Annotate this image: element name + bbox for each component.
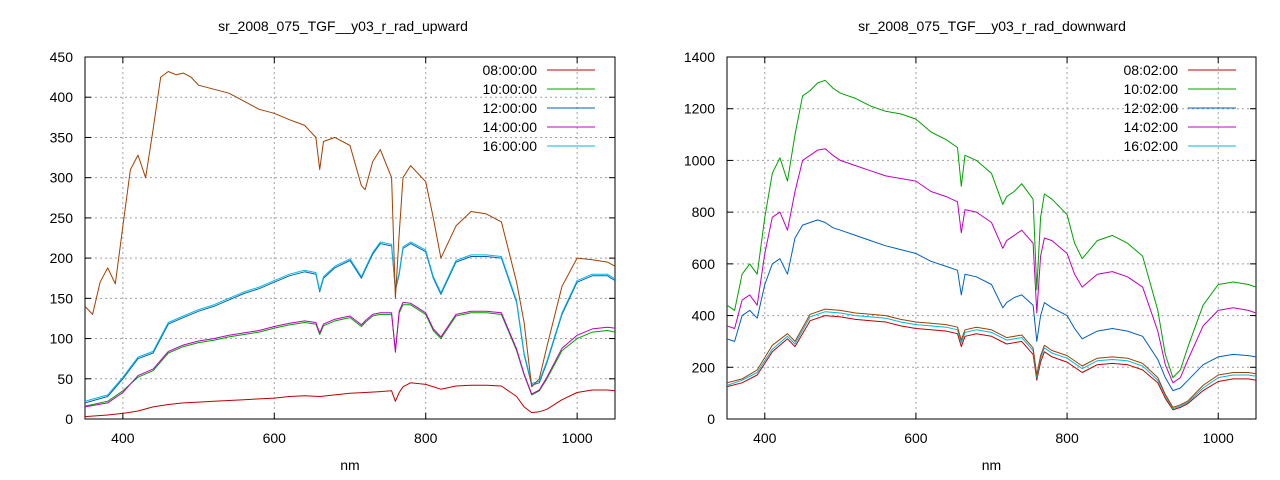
y-tick-label: 400: [692, 308, 716, 324]
legend-label: 12:00:00: [483, 100, 538, 116]
x-tick-label: 600: [904, 430, 928, 446]
y-tick-label: 250: [50, 210, 74, 226]
legend-label: 10:02:00: [1124, 81, 1179, 97]
y-tick-label: 0: [707, 411, 715, 427]
legend-label: 08:00:00: [483, 62, 538, 78]
series-line-100200: [727, 79, 1256, 379]
legend-label: 08:02:00: [1124, 62, 1179, 78]
y-tick-label: 200: [50, 250, 74, 266]
chart-title: sr_2008_075_TGF__y03_r_rad_downward: [858, 18, 1126, 34]
legend-label: 10:00:00: [483, 81, 538, 97]
x-tick-label: 1000: [1203, 430, 1234, 446]
y-tick-label: 1400: [684, 49, 715, 65]
y-tick-label: 200: [692, 359, 716, 375]
x-tick-label: 400: [753, 430, 777, 446]
upward-radiance-chart: sr_2008_075_TGF__y03_r_rad_upward 400 600 8…: [50, 18, 616, 473]
series-lines: [727, 79, 1256, 411]
series-lines: [85, 71, 615, 418]
legend-label: 14:02:00: [1124, 119, 1179, 135]
y-tick-label: 350: [50, 129, 74, 145]
x-tick-label: 400: [111, 430, 135, 446]
y-tick-label: 600: [692, 256, 716, 272]
series-line-unlabeled: [85, 71, 615, 388]
plot-frame: [84, 56, 616, 420]
series-line-140000: [85, 301, 615, 408]
y-tick-label: 0: [65, 411, 73, 427]
series-line-unlabeled: [727, 308, 1256, 408]
downward-radiance-chart: sr_2008_075_TGF__y03_r_rad_downward 400 60…: [684, 18, 1257, 473]
x-tick-label: 800: [1055, 430, 1079, 446]
plot-frame: [726, 56, 1257, 420]
chart-title: sr_2008_075_TGF__y03_r_rad_upward: [218, 18, 468, 34]
y-tick-label: 300: [50, 170, 74, 186]
series-line-160200: [727, 311, 1256, 410]
x-tick-label: 600: [263, 430, 287, 446]
y-tick-label: 400: [50, 89, 74, 105]
series-line-080000: [85, 382, 615, 418]
x-tick-label: 1000: [562, 430, 593, 446]
series-line-120200: [727, 219, 1256, 392]
x-axis-label: nm: [982, 457, 1001, 473]
legend-label: 14:00:00: [483, 119, 538, 135]
y-tick-label: 1000: [684, 152, 715, 168]
y-tick-label: 800: [692, 204, 716, 220]
y-tick-label: 100: [50, 331, 74, 347]
x-axis-label: nm: [340, 457, 359, 473]
series-line-080200: [727, 315, 1256, 411]
legend-label: 16:02:00: [1124, 138, 1179, 154]
legend-label: 16:00:00: [483, 138, 538, 154]
y-tick-label: 1200: [684, 101, 715, 117]
x-tick-label: 800: [414, 430, 438, 446]
series-line-160000: [85, 241, 615, 402]
legend-label: 12:02:00: [1124, 100, 1179, 116]
y-tick-label: 50: [57, 371, 73, 387]
series-line-140200: [727, 148, 1256, 384]
y-tick-label: 150: [50, 290, 74, 306]
y-tick-label: 450: [50, 49, 74, 65]
